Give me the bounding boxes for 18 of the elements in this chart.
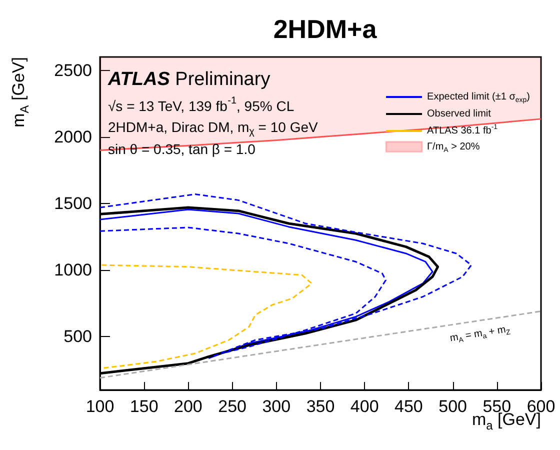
y-tick-label: 2500 xyxy=(54,60,92,80)
legend-label: Observed limit xyxy=(427,108,492,120)
x-tick-label: 200 xyxy=(174,397,202,416)
x-tick-label: 300 xyxy=(262,397,291,416)
y-tick-label: 500 xyxy=(64,327,92,346)
x-tick-label: 400 xyxy=(350,397,379,416)
x-tick-label: 350 xyxy=(306,397,335,416)
x-tick-label: 150 xyxy=(130,397,158,416)
x-tick-label: 100 xyxy=(86,397,114,416)
y-tick-label: 2000 xyxy=(54,127,92,146)
x-tick-label: 450 xyxy=(394,397,423,416)
annotation: ATLAS Preliminary xyxy=(107,69,271,90)
x-tick-label: 500 xyxy=(438,397,467,416)
y-axis-title: mA [GeV] xyxy=(9,57,32,128)
y-tick-label: 1000 xyxy=(54,260,92,280)
y-tick-label: 1500 xyxy=(54,194,92,214)
x-tick-label: 250 xyxy=(218,397,246,416)
chart-title: 2HDM+a xyxy=(273,14,378,44)
